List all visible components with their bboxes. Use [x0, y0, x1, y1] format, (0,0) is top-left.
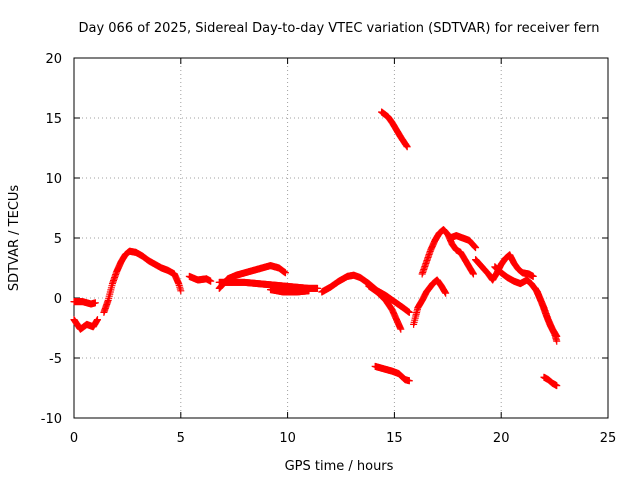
data-point-marker [397, 325, 405, 333]
data-point-marker [472, 244, 480, 252]
y-tick-label: 20 [45, 52, 62, 67]
data-point-marker [405, 308, 413, 316]
data-point-marker [553, 332, 561, 340]
data-point-marker [314, 284, 322, 292]
y-tick-label: 0 [54, 292, 62, 307]
x-tick-label: 10 [279, 431, 296, 446]
data-point-marker [403, 143, 411, 151]
data-point-marker [405, 377, 413, 385]
y-axis-label: SDTVAR / TECUs [7, 185, 22, 292]
data-point-marker [91, 299, 99, 307]
x-tick-label: 0 [70, 431, 78, 446]
data-series-sdtvar [70, 108, 561, 390]
x-axis-label: GPS time / hours [285, 459, 394, 474]
x-tick-label: 20 [493, 431, 510, 446]
data-point-marker [529, 272, 537, 280]
data-point-marker [442, 289, 450, 297]
data-point-marker [553, 382, 561, 390]
data-point-marker [93, 316, 101, 324]
grid-lines [74, 58, 608, 418]
data-point-marker [207, 277, 215, 285]
data-point-marker [177, 287, 185, 295]
x-tick-label: 25 [600, 431, 617, 446]
x-tick-label: 15 [386, 431, 403, 446]
y-tick-label: -10 [41, 412, 62, 427]
data-point-marker [469, 270, 477, 278]
data-point-marker [281, 269, 289, 277]
chart-title: Day 066 of 2025, Sidereal Day-to-day VTE… [78, 21, 599, 36]
y-tick-label: 15 [45, 112, 62, 127]
x-tick-label: 5 [177, 431, 185, 446]
y-tick-label: 5 [54, 232, 62, 247]
axis-ticks: 0 5 10 15 20 25 -10 -5 0 5 10 15 20 [41, 52, 617, 446]
data-point-marker [305, 287, 313, 295]
y-tick-label: -5 [49, 352, 62, 367]
y-tick-label: 10 [45, 172, 62, 187]
